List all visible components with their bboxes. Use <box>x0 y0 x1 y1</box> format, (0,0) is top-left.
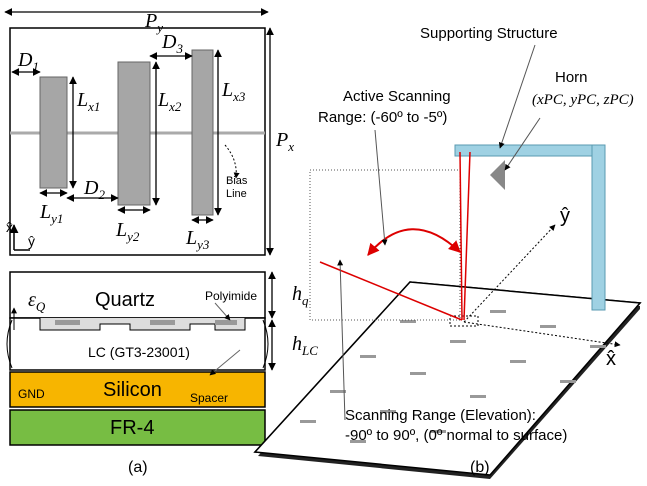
text: h <box>292 333 302 355</box>
label: Quartz <box>95 289 155 311</box>
label: FR-4 <box>110 417 154 439</box>
text: 1 <box>32 59 39 74</box>
text: L <box>76 89 88 111</box>
text: q <box>302 293 309 308</box>
label: Px <box>275 129 294 154</box>
label: Silicon <box>103 379 162 401</box>
text: P <box>144 10 157 32</box>
text: L <box>39 201 51 223</box>
label: Bias <box>226 175 248 187</box>
label: Spacer <box>190 391 228 405</box>
label: Lx2 <box>157 89 182 114</box>
label: Ly3 <box>185 227 210 252</box>
text: P <box>275 129 288 151</box>
axis-label: ŷ <box>560 205 570 227</box>
text: ε <box>28 289 36 311</box>
label: LC (GT3-23001) <box>88 344 190 360</box>
scanning-setup <box>253 44 642 479</box>
text: y3 <box>195 237 210 252</box>
text: Q <box>36 299 46 314</box>
text: h <box>292 283 302 305</box>
label: D1 <box>17 49 39 74</box>
text: 3 <box>175 41 183 56</box>
axis-label: ŷ <box>28 233 35 249</box>
text: y <box>155 20 163 35</box>
unit-cell <box>4 8 274 256</box>
text: y1 <box>49 211 63 226</box>
label: Ly2 <box>115 219 140 244</box>
label: Line <box>226 188 247 200</box>
text: L <box>157 89 169 111</box>
axis-label: x̂ <box>6 219 13 235</box>
label: Lx1 <box>76 89 100 114</box>
text: L <box>221 79 233 101</box>
caption: (a) <box>128 459 148 476</box>
label: -90º to 90º, (0º normal to surface) <box>345 427 567 444</box>
label: hLC <box>292 333 318 358</box>
text: L <box>185 227 197 249</box>
label: GND <box>18 387 45 401</box>
text: D <box>161 31 177 53</box>
label: Horn <box>555 69 588 86</box>
label: hq <box>292 283 309 308</box>
label: Py <box>144 10 163 35</box>
label: Range: (-60º to -5º) <box>318 109 447 126</box>
text: L <box>115 219 127 241</box>
axis-label: x̂ <box>606 348 616 370</box>
label: εQ <box>28 289 46 314</box>
text: y2 <box>125 229 140 244</box>
label: Ly1 <box>39 201 63 226</box>
text: LC <box>301 343 318 358</box>
label: Polyimide <box>205 289 257 303</box>
text: x2 <box>168 99 182 114</box>
caption: (b) <box>470 459 490 476</box>
text: D <box>83 177 99 199</box>
label: (xPC, yPC, zPC) <box>532 92 634 108</box>
text: x1 <box>87 99 100 114</box>
text: 2 <box>98 187 105 202</box>
label: Active Scanning <box>343 88 451 105</box>
label: Lx3 <box>221 79 246 104</box>
label: Supporting Structure <box>420 25 558 42</box>
text: x <box>287 139 294 154</box>
text: x3 <box>232 89 246 104</box>
layer-stack <box>6 271 276 446</box>
label: Scanning Range (Elevation): <box>345 407 536 424</box>
text: D <box>17 49 33 71</box>
label: D3 <box>161 31 183 56</box>
label: D2 <box>83 177 105 202</box>
